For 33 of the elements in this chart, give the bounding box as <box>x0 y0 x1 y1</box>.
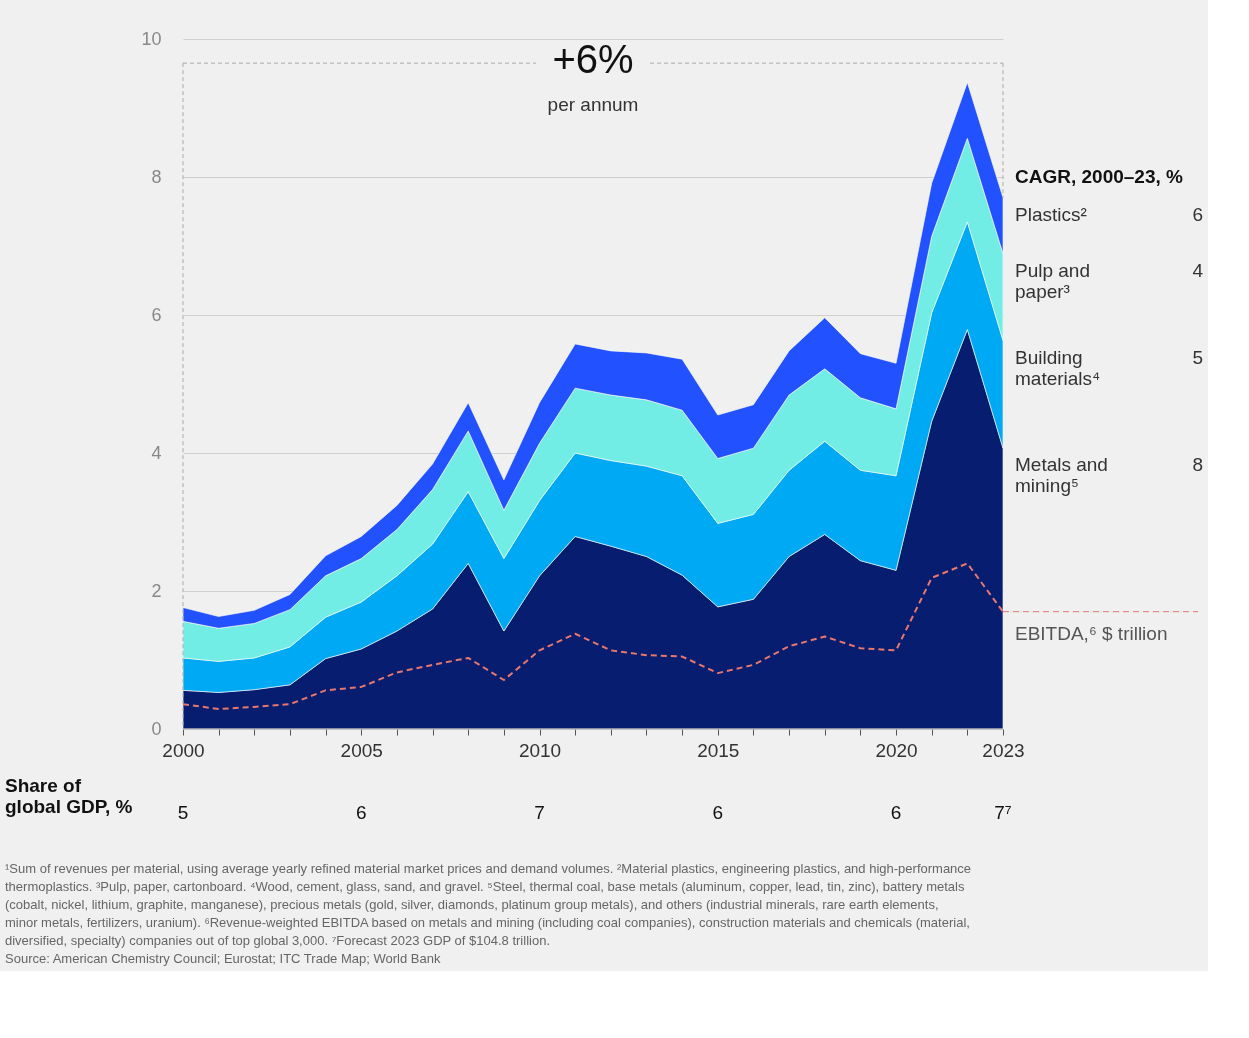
text: 5 <box>1192 346 1203 368</box>
x-tick-label: 2005 <box>340 739 383 761</box>
text: 4 <box>1192 259 1204 281</box>
y-tick-label: 6 <box>151 304 162 325</box>
series-label: Plastics² <box>1015 203 1087 225</box>
annotation: per annum <box>547 94 639 116</box>
y-tick-label: 2 <box>151 580 162 601</box>
text: 7 <box>534 802 545 823</box>
y-tick-label: 10 <box>141 28 162 49</box>
x-tick-label: 2010 <box>518 739 562 761</box>
series-label: Pulp and paper³ <box>1015 259 1091 302</box>
x-tick-label: 2023 <box>982 739 1025 761</box>
text: 7⁷ <box>994 802 1012 823</box>
y-tick-label: 8 <box>151 166 162 187</box>
series-label: EBITDA,⁶ $ trillion <box>1015 622 1168 644</box>
text: 5 <box>177 802 189 823</box>
text: 8 <box>1192 454 1203 476</box>
text: 6 <box>355 802 367 823</box>
y-tick-label: 0 <box>151 718 162 739</box>
series-label: Building materials⁴ <box>1015 346 1101 389</box>
y-tick-label: 4 <box>151 442 162 463</box>
text: 6 <box>712 802 724 823</box>
text: 6 <box>1192 203 1203 225</box>
source-note: Source: American Chemistry Council; Eurostat; ITC Trade Map; World Bank <box>5 951 441 966</box>
legend-title: CAGR, 2000–23, % <box>1015 166 1184 187</box>
x-tick-label: 2000 <box>162 739 205 761</box>
annotation: +6% <box>552 37 634 82</box>
x-tick-label: 2020 <box>875 739 918 761</box>
text: 6 <box>890 802 902 823</box>
text: ¹Sum of revenues per material, using average yearly refined material market prices and demand volumes. ²Material plastics, engineering plastics, and high-performance thermoplastics. ³Pulp, paper, cartonboard. ⁴Wood, cement, glass, sand, and gravel. ⁵Steel, thermal coal, base metals (aluminum, copper, lead, tin, zinc), battery metals (cobalt, nickel, lithium, graphite, manganese), precious metals (gold, silver, diamonds, platinum group metals), and others (industrial minerals, rare earth elements, minor metals, fertilizers, uranium). ⁶Revenue-weighted EBITDA based on metals and mining (including coal companies), construction materials and chemicals (material, diversified, specialty) companies out of top global 3,000. ⁷Forecast 2023 GDP of $104.8 trillion. <box>5 861 972 948</box>
x-tick-label: 2015 <box>697 739 740 761</box>
text: Share of global GDP, % <box>5 775 133 817</box>
series-label: Metals and mining⁵ <box>1015 454 1108 497</box>
